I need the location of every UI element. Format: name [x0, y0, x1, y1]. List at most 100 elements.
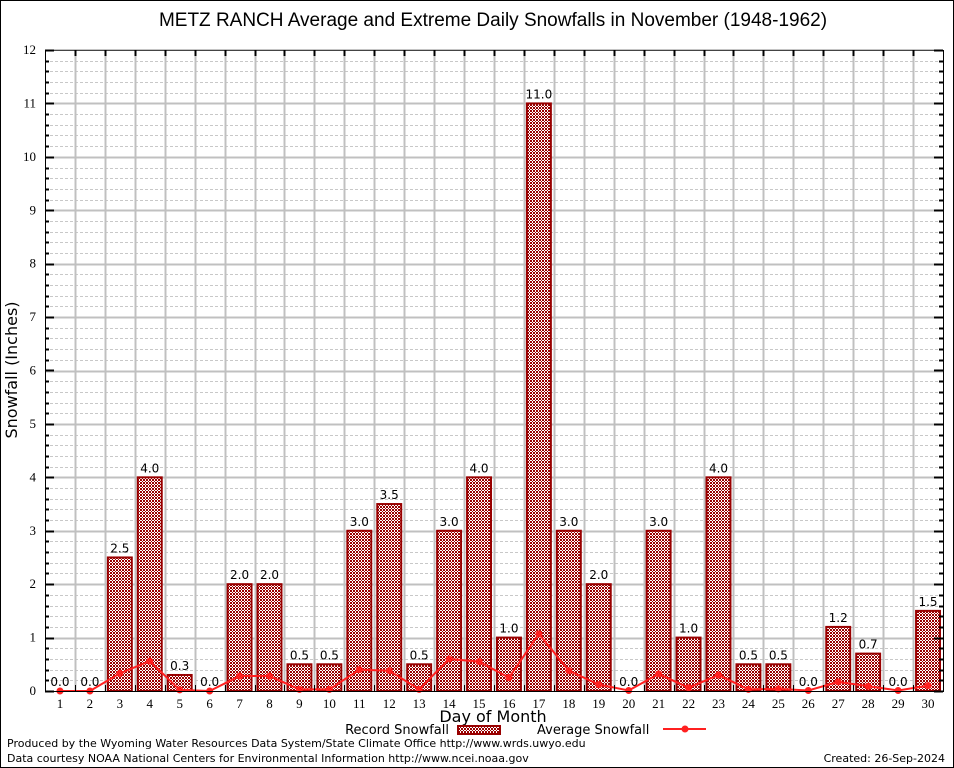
y-tick-label: 4: [30, 469, 37, 484]
bar-value-label: 4.0: [140, 461, 159, 475]
x-tick-label: 28: [862, 696, 875, 711]
x-tick-label: 1: [57, 696, 64, 711]
x-tick-label: 23: [712, 696, 725, 711]
average-point-day-11: [355, 666, 363, 674]
bar-value-label: 0.0: [889, 675, 908, 689]
average-point-day-4: [146, 657, 154, 665]
legend-record-swatch: [457, 725, 501, 735]
average-snowfall-line: [59, 632, 929, 693]
y-tick-label: 12: [23, 42, 36, 57]
x-tick-label: 4: [147, 696, 154, 711]
average-line: [56, 630, 932, 695]
bar-value-label: 4.0: [709, 461, 728, 475]
chart-title: METZ RANCH Average and Extreme Daily Sno…: [159, 10, 827, 31]
bar-value-label: 0.0: [80, 675, 99, 689]
legend-average-marker: [681, 725, 689, 733]
bar-day-21: [645, 529, 672, 692]
bar-value-label: 0.0: [619, 675, 638, 689]
y-tick-label: 2: [30, 576, 37, 591]
bar-value-label: 0.5: [320, 648, 339, 662]
bar-value-label: 2.0: [260, 568, 279, 582]
bar-value-label: 0.5: [290, 648, 309, 662]
x-tick-label: 25: [772, 696, 785, 711]
y-tick-label: 9: [30, 202, 37, 217]
x-tick-label: 12: [383, 696, 396, 711]
average-point-day-12: [385, 667, 393, 675]
footer-data-courtesy: Data courtesy NOAA National Centers for …: [7, 752, 529, 765]
average-point-day-29: [894, 686, 902, 694]
x-tick-label: 30: [922, 696, 935, 711]
y-tick-label: 5: [30, 416, 37, 431]
average-point-day-20: [625, 686, 633, 694]
x-tick-label: 6: [206, 696, 213, 711]
average-point-day-27: [834, 678, 842, 686]
y-tick-label: 6: [30, 363, 37, 378]
legend-average-label: Average Snowfall: [537, 723, 649, 738]
axes: [45, 49, 944, 693]
bar-value-label: 1.0: [679, 622, 698, 636]
x-tick-label: 13: [413, 696, 426, 711]
x-tick-label: 16: [502, 696, 516, 711]
x-tick-label: 15: [473, 696, 486, 711]
bar-value-label: 3.0: [350, 515, 369, 529]
y-axis-label: Snowfall (Inches): [2, 301, 21, 438]
x-tick-label: 18: [562, 696, 575, 711]
x-tick-label: 7: [236, 696, 243, 711]
bar-value-label: 3.0: [559, 515, 578, 529]
average-point-day-15: [475, 658, 483, 666]
average-point-day-17: [535, 630, 543, 638]
x-tick-label: 19: [592, 696, 605, 711]
average-point-day-26: [804, 686, 812, 694]
average-point-day-14: [445, 655, 453, 663]
bar-value-label: 3.0: [440, 515, 459, 529]
bar-day-12: [376, 503, 403, 692]
y-tick-label: 1: [30, 630, 37, 645]
average-point-day-7: [236, 672, 244, 680]
x-tick-label: 10: [323, 696, 336, 711]
bar-value-label: 1.0: [499, 622, 518, 636]
x-tick-label: 5: [176, 696, 183, 711]
x-tick-label: 14: [443, 696, 457, 711]
y-tick-label: 7: [30, 309, 37, 324]
legend: Record Snowfall Average Snowfall: [345, 723, 706, 738]
bar-value-label: 0.5: [410, 648, 429, 662]
bar-value-label: 0.7: [859, 638, 878, 652]
x-tick-label: 8: [266, 696, 273, 711]
x-tick-labels: 1 2 3 4 5 6 7 8 9 10 11 12 13 14 15 16 17 18 19 20 21 22 23 24 2…: [57, 696, 935, 711]
bar-value-label: 0.3: [170, 659, 189, 673]
bar-value-label: 4.0: [469, 461, 488, 475]
average-point-day-21: [655, 670, 663, 678]
y-tick-label: 8: [30, 256, 37, 271]
y-tick-label: 3: [30, 523, 37, 538]
y-tick-label: 11: [23, 95, 36, 110]
average-point-day-8: [266, 672, 273, 680]
x-tick-label: 2: [87, 696, 94, 711]
bar-value-label: 0.0: [50, 675, 69, 689]
average-point-day-25: [774, 685, 782, 693]
x-tick-label: 20: [622, 696, 635, 711]
bar-day-18: [555, 529, 582, 692]
bar-value-label: 2.0: [589, 568, 608, 582]
legend-record-label: Record Snowfall: [345, 723, 449, 738]
bar-value-label: 0.5: [769, 648, 788, 662]
bar-day-19: [585, 583, 612, 693]
bars: [106, 102, 941, 693]
x-tick-label: 21: [652, 696, 665, 711]
average-point-day-3: [116, 669, 124, 677]
average-point-day-5: [176, 686, 184, 694]
bar-day-23: [705, 476, 732, 693]
x-tick-label: 24: [742, 696, 756, 711]
average-point-day-23: [715, 671, 722, 679]
y-tick-label: 0: [30, 683, 37, 698]
bar-value-label: 1.5: [918, 595, 937, 609]
average-point-day-18: [565, 667, 573, 675]
bar-value-label: 1.2: [829, 611, 848, 625]
x-tick-label: 17: [532, 696, 546, 711]
x-tick-label: 3: [117, 696, 124, 711]
footer-created: Created: 26-Sep-2024: [824, 752, 945, 765]
bar-value-label: 0.0: [799, 675, 818, 689]
bar-value-label: 3.0: [649, 515, 668, 529]
x-tick-label: 11: [353, 696, 366, 711]
average-point-day-30: [924, 682, 932, 690]
